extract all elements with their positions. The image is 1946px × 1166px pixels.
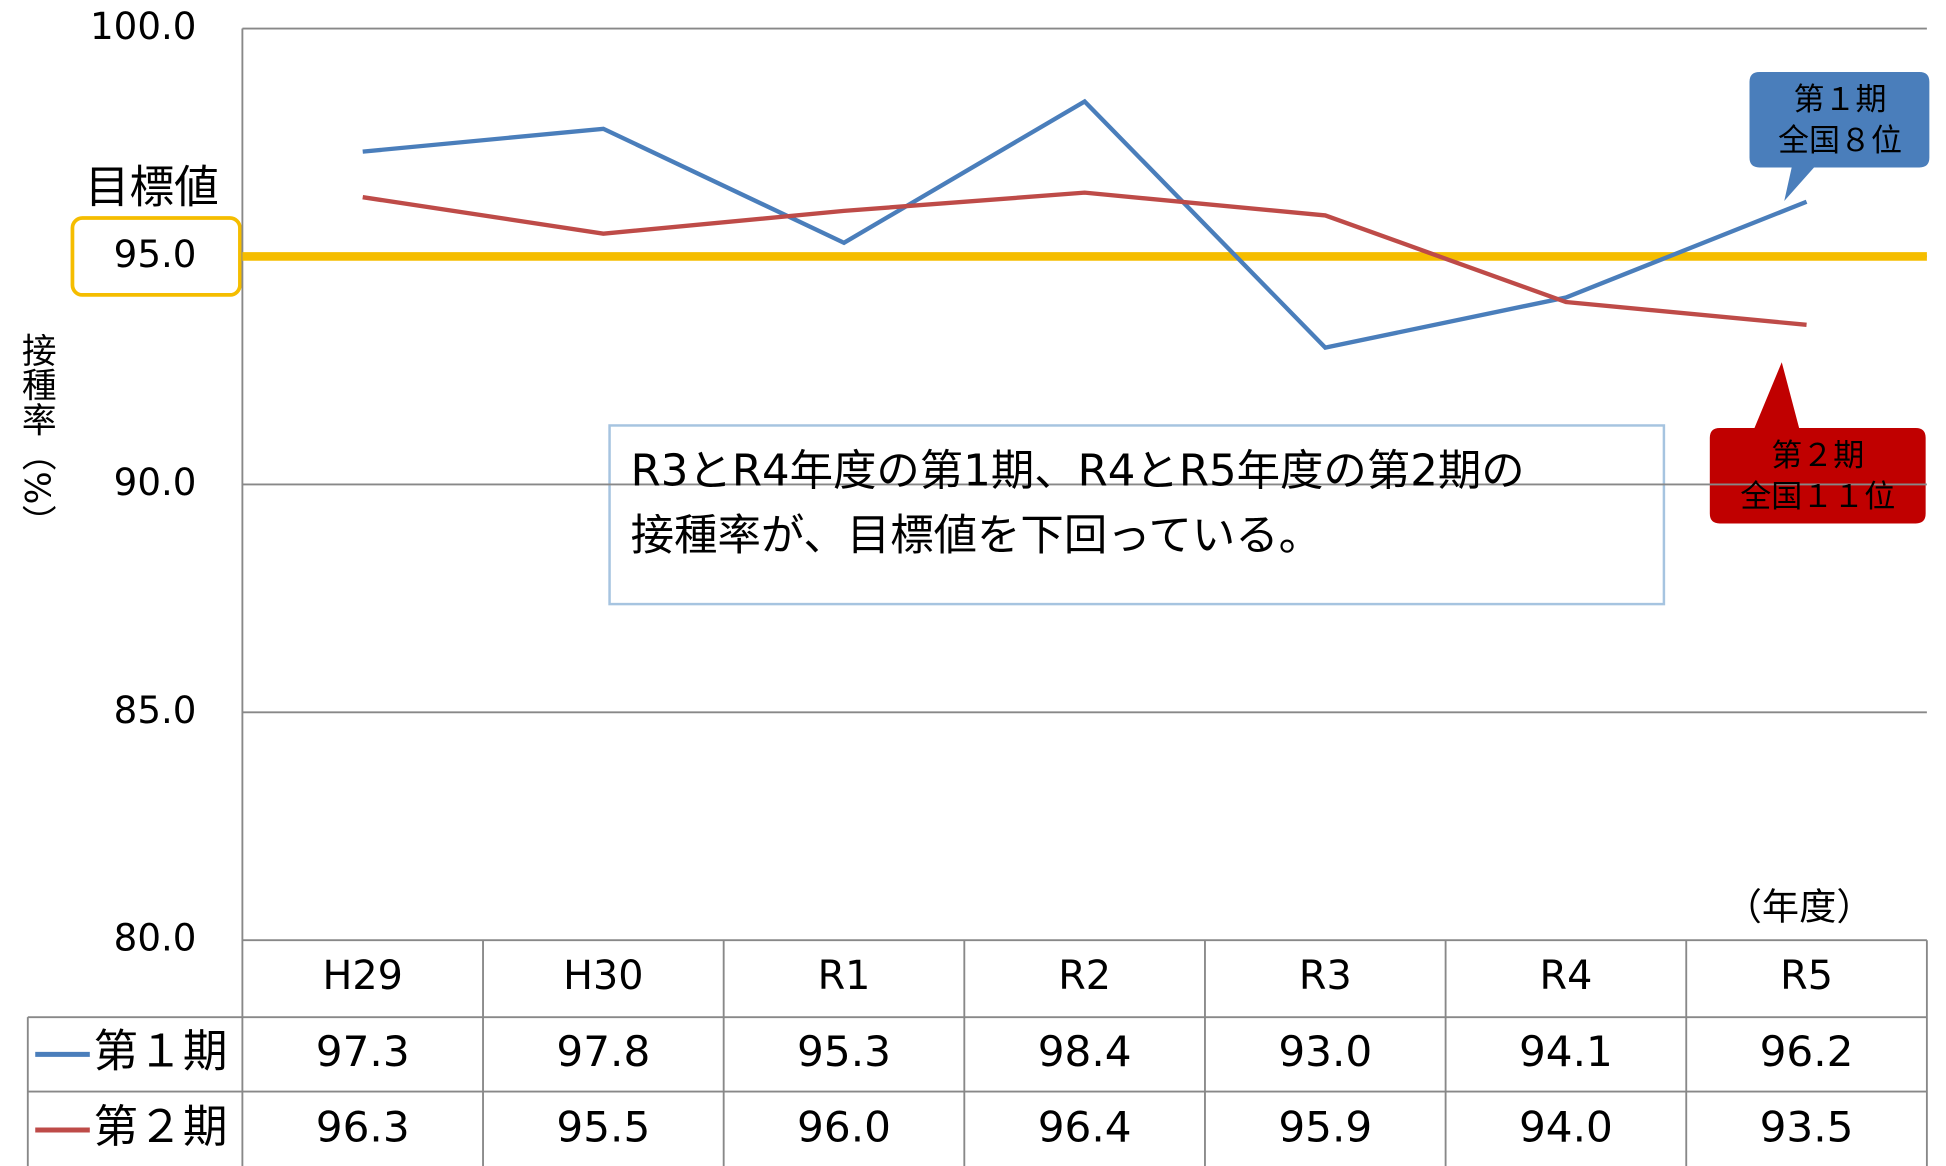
y-tick-label: 80.0: [114, 916, 197, 960]
table-value: 95.5: [556, 1103, 650, 1152]
legend-label: 第２期: [94, 1101, 228, 1153]
y-tick-label: 85.0: [114, 688, 197, 732]
x-tick-label: R4: [1540, 953, 1593, 999]
annotation-box: [608, 424, 1666, 606]
x-tick-label: R3: [1299, 953, 1352, 999]
table-value: 94.1: [1519, 1027, 1613, 1076]
x-tick-label: R2: [1058, 953, 1111, 999]
table-value: 95.9: [1278, 1103, 1372, 1152]
annotation-text: R3とR4年度の第1期、R4とR5年度の第2期の: [631, 446, 1525, 496]
table-value: 96.4: [1038, 1103, 1132, 1152]
callout-text: 第２期: [1771, 438, 1864, 474]
y-tick-label: 95.0: [114, 232, 197, 276]
x-tick-label: R5: [1780, 953, 1833, 999]
legend-label: 第１期: [94, 1025, 228, 1077]
x-tick-label: H29: [323, 953, 403, 999]
table-value: 96.2: [1760, 1027, 1854, 1076]
callout-shape: [1749, 71, 1930, 201]
table-value: 97.8: [556, 1027, 650, 1076]
y-tick-label: 90.0: [114, 460, 197, 504]
table-value: 98.4: [1038, 1027, 1132, 1076]
table-value: 96.3: [316, 1103, 410, 1152]
callout-shape: [1709, 362, 1926, 524]
target-tick-box: [70, 216, 242, 297]
series-line: [362, 98, 1808, 350]
callout-text: 第１期: [1794, 82, 1887, 118]
table-value: 97.3: [316, 1027, 410, 1076]
table-value: 93.5: [1760, 1103, 1854, 1152]
table-value: 96.0: [797, 1103, 891, 1152]
table-value: 93.0: [1278, 1027, 1372, 1076]
table-value: 94.0: [1519, 1103, 1613, 1152]
callout-text: 全国１１位: [1740, 479, 1895, 515]
y-axis-label: 接種率（%）: [16, 332, 56, 539]
callout-text: 全国８位: [1778, 123, 1902, 159]
series-line: [362, 190, 1807, 327]
x-tick-label: H30: [563, 953, 643, 999]
table-value: 95.3: [797, 1027, 891, 1076]
y-tick-label: 100.0: [90, 4, 197, 48]
target-label: 目標値: [85, 162, 219, 214]
x-unit-label: （年度）: [1725, 885, 1874, 929]
x-tick-label: R1: [818, 953, 871, 999]
annotation-text: 接種率が、目標値を下回っている。: [631, 511, 1322, 561]
